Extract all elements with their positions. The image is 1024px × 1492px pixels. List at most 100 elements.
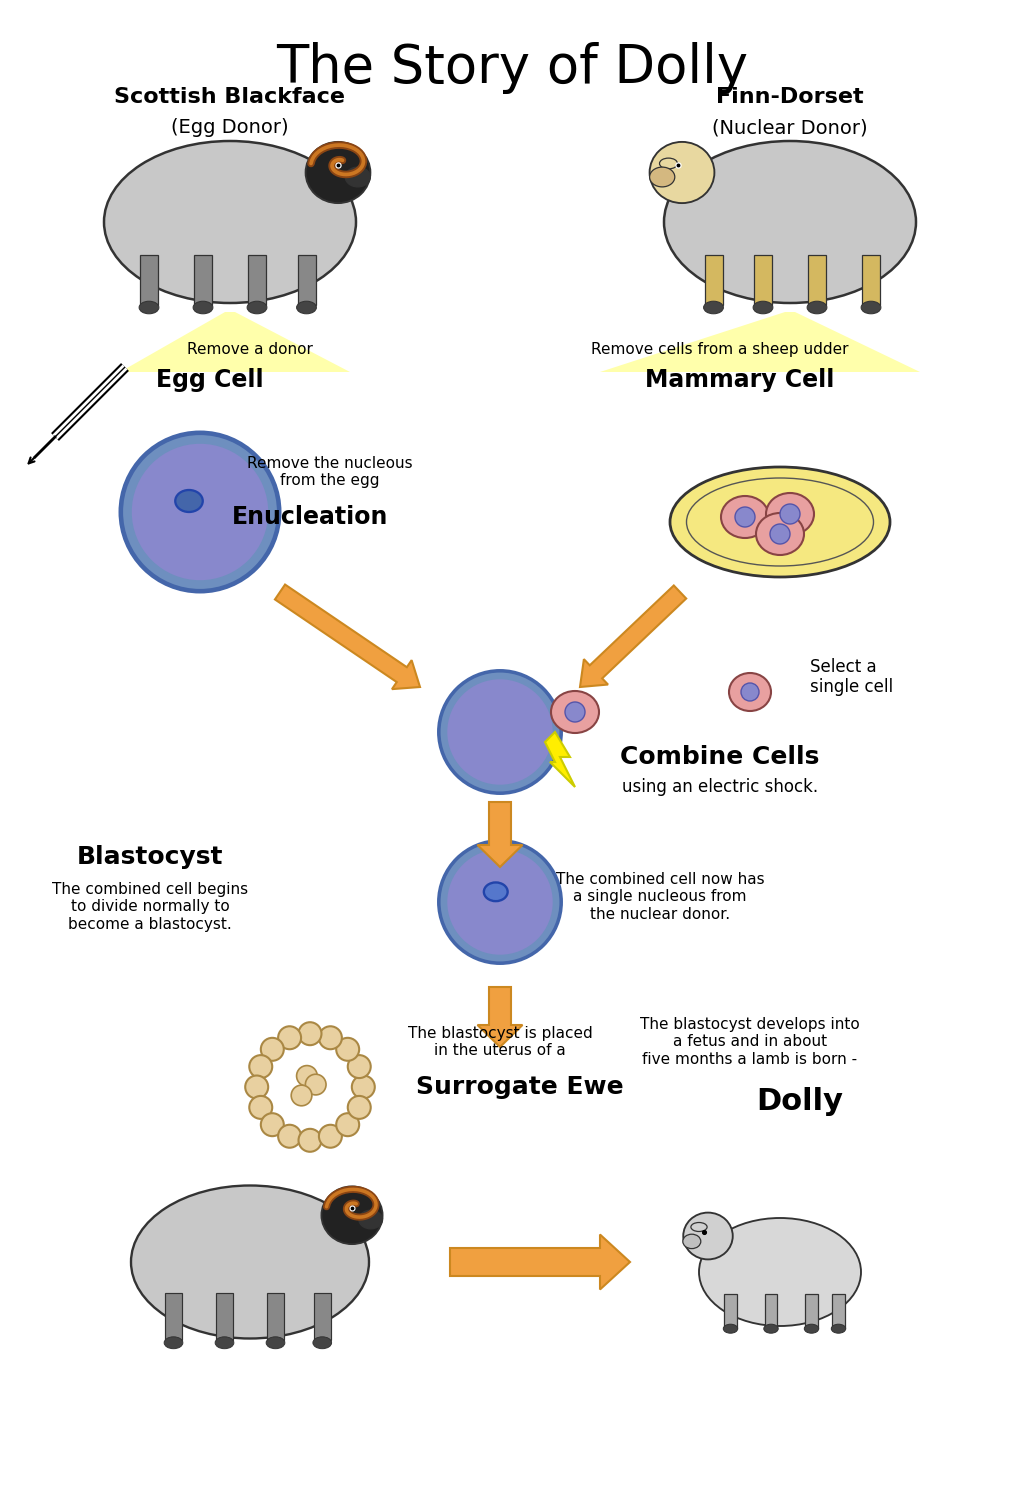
Polygon shape [580,585,686,686]
Text: The combined cell now has
a single nucleous from
the nuclear donor.: The combined cell now has a single nucle… [556,873,764,922]
Circle shape [299,1129,322,1152]
Text: Egg Cell: Egg Cell [157,369,264,392]
Text: Blastocyst: Blastocyst [77,844,223,868]
Text: (Egg Donor): (Egg Donor) [171,118,289,137]
Circle shape [439,671,561,794]
Ellipse shape [766,492,814,536]
Text: Scottish Blackface: Scottish Blackface [115,87,345,107]
Bar [267,1294,284,1340]
Circle shape [447,849,553,955]
Bar [765,1294,777,1328]
Ellipse shape [804,1325,819,1334]
Circle shape [336,1113,359,1137]
Ellipse shape [831,1325,846,1334]
Ellipse shape [664,142,916,303]
Ellipse shape [649,142,715,203]
Ellipse shape [164,1337,183,1349]
Text: Enucleation: Enucleation [231,504,388,530]
Ellipse shape [322,1186,383,1244]
Circle shape [348,1055,371,1079]
Text: Remove cells from a sheep udder: Remove cells from a sheep udder [591,342,849,357]
Polygon shape [120,312,350,372]
Ellipse shape [345,167,371,186]
Ellipse shape [484,882,508,901]
Ellipse shape [699,1217,861,1326]
Text: The combined cell begins
to divide normally to
become a blastocyst.: The combined cell begins to divide norma… [52,882,248,932]
Text: The blastocyst develops into
a fetus and in about
five months a lamb is born -: The blastocyst develops into a fetus and… [640,1018,860,1067]
Bar [754,255,772,304]
Ellipse shape [313,1337,332,1349]
Circle shape [279,1125,301,1147]
Ellipse shape [131,1186,369,1338]
Polygon shape [600,312,920,372]
Text: Surrogate Ewe: Surrogate Ewe [416,1076,624,1100]
Ellipse shape [297,301,316,313]
Bar [705,255,723,304]
Bar [808,255,826,304]
Polygon shape [545,733,575,786]
Polygon shape [477,803,522,867]
Ellipse shape [723,1325,737,1334]
Text: Select a
single cell: Select a single cell [810,658,893,697]
Polygon shape [275,585,420,689]
Circle shape [245,1076,268,1098]
Text: The Story of Dolly: The Story of Dolly [275,42,749,94]
Polygon shape [477,988,522,1047]
Ellipse shape [659,158,678,169]
Circle shape [261,1113,284,1137]
Ellipse shape [649,167,675,186]
Ellipse shape [305,142,371,203]
Ellipse shape [721,495,769,539]
Circle shape [741,683,759,701]
Text: The blastocyst is placed
in the uterus of a: The blastocyst is placed in the uterus o… [408,1026,592,1058]
Text: using an electric shock.: using an electric shock. [622,777,818,797]
Circle shape [121,433,280,591]
Circle shape [279,1026,301,1049]
Ellipse shape [691,1222,708,1231]
Bar [216,1294,233,1340]
Ellipse shape [194,301,213,313]
Circle shape [249,1097,272,1119]
Bar [248,255,266,304]
Ellipse shape [729,673,771,712]
Circle shape [318,1026,342,1049]
Ellipse shape [266,1337,285,1349]
Ellipse shape [753,301,773,313]
Circle shape [249,1055,272,1079]
Circle shape [439,841,561,964]
Circle shape [297,1065,317,1086]
Circle shape [261,1038,284,1061]
Circle shape [132,443,268,580]
Circle shape [352,1076,375,1098]
Text: Remove a donor: Remove a donor [187,342,313,357]
Ellipse shape [807,301,827,313]
Bar [298,255,315,304]
Bar [140,255,158,304]
Circle shape [565,703,585,722]
Text: Mammary Cell: Mammary Cell [645,369,835,392]
Text: Dolly: Dolly [757,1088,844,1116]
Ellipse shape [358,1210,383,1229]
Ellipse shape [683,1213,733,1259]
Ellipse shape [686,477,873,565]
Circle shape [291,1085,312,1106]
Circle shape [318,1125,342,1147]
Text: Finn-Dorset: Finn-Dorset [716,87,864,107]
Text: Remove the nucleous
from the egg: Remove the nucleous from the egg [247,455,413,488]
Circle shape [299,1022,322,1046]
Text: Combine Cells: Combine Cells [621,745,819,768]
Circle shape [305,1074,326,1095]
Ellipse shape [861,301,881,313]
Ellipse shape [551,691,599,733]
Ellipse shape [756,513,804,555]
Ellipse shape [247,301,267,313]
Bar [833,1294,845,1328]
Bar [862,255,880,304]
Circle shape [770,524,790,545]
Circle shape [447,679,553,785]
Ellipse shape [764,1325,778,1334]
Bar [313,1294,331,1340]
Ellipse shape [670,467,890,577]
Polygon shape [450,1234,630,1289]
Bar [194,255,212,304]
